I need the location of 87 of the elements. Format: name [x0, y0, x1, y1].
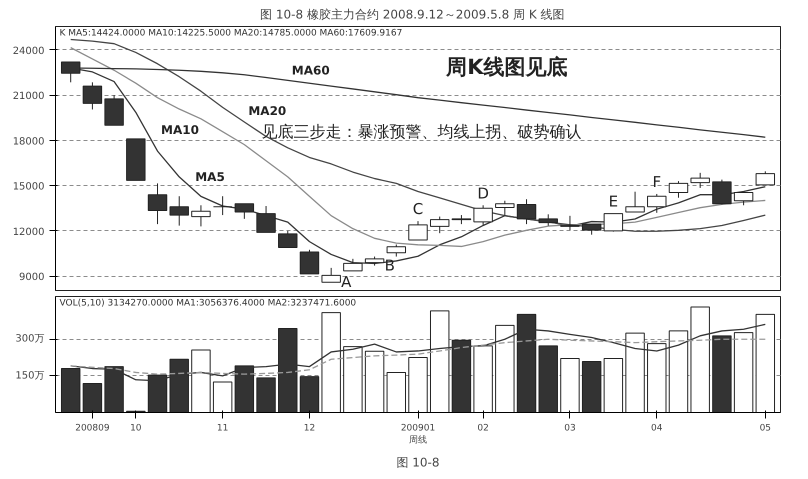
series-label: MA20: [248, 104, 286, 118]
candlestick: [408, 220, 428, 240]
text: F: [652, 172, 662, 191]
bar: [734, 332, 754, 412]
bar: [408, 357, 428, 412]
text: B: [384, 256, 395, 275]
chart-title: 图 10-8 橡胶主力合约 2008.9.12～2009.5.8 周 K 线图: [260, 8, 565, 22]
candlestick: [82, 82, 102, 110]
candlestick: [712, 179, 732, 206]
candlestick: [364, 256, 384, 266]
bar: [321, 312, 341, 412]
y-tick-label: 150万: [15, 370, 45, 382]
candlestick: [690, 172, 710, 188]
bar: [300, 376, 320, 412]
x-axis-title: 周线: [409, 434, 427, 446]
candlestick: [625, 191, 645, 213]
bar: [364, 350, 384, 412]
candlestick: [604, 213, 624, 232]
candlestick: [278, 230, 298, 248]
bar: [625, 332, 645, 412]
y-tick-label: 18000: [12, 136, 44, 148]
annotation: 见底三步走：暴涨预警、均线上拐、破势确认: [262, 122, 582, 142]
y-tick-label: 12000: [12, 226, 44, 238]
x-tick-label: 11: [216, 424, 228, 434]
annotation: 周K线图见底: [445, 54, 568, 79]
candlestick: [538, 214, 558, 226]
candlestick: [647, 193, 666, 214]
bar: [690, 306, 710, 412]
bar: [560, 358, 580, 412]
bar: [212, 381, 232, 412]
candlestick: [191, 204, 211, 227]
candlestick: [321, 267, 341, 283]
bar: [256, 377, 276, 412]
y-tick-label: 300万: [15, 334, 45, 345]
candlestick: [430, 216, 450, 234]
text: A: [341, 273, 352, 292]
bar: [647, 343, 666, 412]
candlestick: [386, 244, 406, 258]
candlestick: [300, 249, 320, 274]
series-label: MA5: [195, 170, 225, 184]
x-tick-label: 10: [130, 424, 142, 434]
text: D: [477, 184, 489, 202]
x-tick-label: 05: [760, 424, 772, 434]
candlestick: [756, 170, 776, 186]
text: E: [608, 192, 618, 211]
candlestick: [582, 224, 602, 236]
x-tick-label: 200901: [400, 424, 436, 434]
candlestick: [516, 198, 536, 225]
bar: [756, 314, 776, 412]
candlestick: [234, 203, 254, 220]
y-tick-label: 15000: [12, 182, 44, 193]
line-series: [70, 338, 766, 375]
x-tick-label: 03: [564, 424, 576, 434]
bar: [538, 345, 558, 412]
y-tick-label: 24000: [12, 46, 44, 57]
chart-subtitle: VOL(5,10) 3134270.0000 MA1:3056376.4000 MA2:3237471.6000: [60, 298, 356, 308]
bar: [495, 324, 515, 412]
candlestick: [560, 215, 580, 231]
candlestick: [734, 192, 754, 206]
x-tick-label: 02: [477, 424, 489, 434]
candlestick: [256, 206, 276, 233]
bar: [343, 346, 363, 412]
candlestick: [668, 180, 688, 198]
bar: [473, 345, 493, 412]
series-label: MA10: [161, 122, 199, 137]
candlestick: [148, 182, 168, 225]
candlestick: [495, 200, 515, 216]
bar: [191, 349, 211, 412]
bar: [604, 358, 624, 412]
y-tick-label: 9000: [19, 272, 45, 284]
bar: [430, 310, 450, 412]
x-tick-label: 04: [651, 424, 663, 434]
y-tick-label: 21000: [12, 91, 44, 102]
bar: [582, 360, 602, 412]
candlestick: [212, 196, 232, 216]
x-tick-label: 200809: [75, 424, 110, 434]
bar: [82, 382, 102, 412]
bar: [668, 330, 688, 412]
caption: 图 10-8: [396, 456, 440, 470]
text: C: [412, 200, 424, 218]
bar: [386, 372, 406, 412]
candlestick: [343, 258, 363, 272]
chart-subtitle: K MA5:14424.0000 MA10:14225.5000 MA20:14785.0000 MA60:17609.9167: [60, 28, 402, 38]
x-tick-label: 12: [304, 424, 316, 434]
candlestick: [473, 204, 493, 226]
candlestick: [170, 196, 189, 226]
series-label: MA60: [292, 63, 330, 78]
